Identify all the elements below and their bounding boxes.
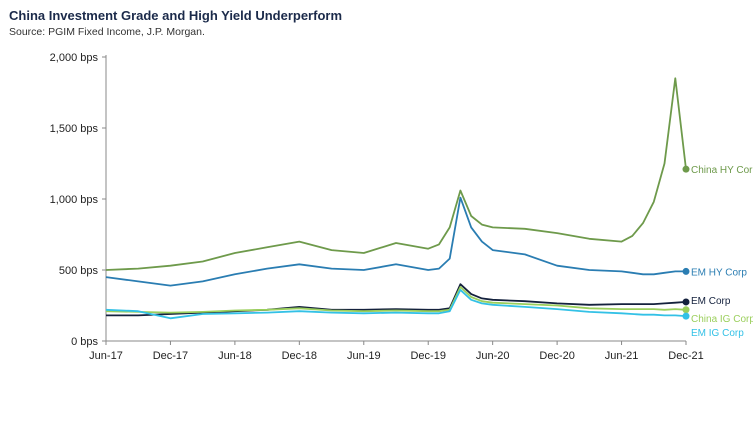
x-tick-label: Dec-17: [153, 350, 188, 362]
x-tick-label: Jun-21: [605, 350, 639, 362]
y-tick-label: 1,500 bps: [50, 123, 99, 135]
y-tick-label: 2,000 bps: [50, 52, 99, 64]
x-tick-label: Dec-19: [410, 350, 445, 362]
series-end-marker-china-hy-corp: [682, 165, 690, 173]
x-tick-label: Jun-19: [347, 350, 381, 362]
series-end-marker-china-ig-corp: [682, 306, 690, 314]
series-label-china-ig-corp: China IG Corp: [691, 314, 753, 325]
x-tick-label: Jun-17: [89, 350, 123, 362]
series-label-em-hy-corp: EM HY Corp: [691, 267, 747, 278]
y-tick-label: 500 bps: [59, 265, 99, 277]
series-end-marker-em-hy-corp: [682, 267, 690, 275]
series-line-china-hy-corp: [105, 77, 687, 271]
series-label-china-hy-corp: China HY Corp: [691, 165, 753, 176]
x-tick-label: Jun-20: [476, 350, 510, 362]
series-line-china-ig-corp: [105, 286, 687, 314]
series-line-em-hy-corp: [105, 196, 686, 287]
series-line-em-ig-corp: [105, 288, 687, 320]
x-tick-label: Jun-18: [218, 350, 252, 362]
y-tick-label: 0 bps: [71, 336, 98, 348]
series-label-em-ig-corp: EM IG Corp: [691, 328, 744, 339]
x-tick-label: Dec-20: [539, 350, 574, 362]
chart-source: Source: PGIM Fixed Income, J.P. Morgan.: [9, 26, 205, 38]
series-end-marker-em-ig-corp: [682, 312, 690, 320]
x-tick-label: Dec-18: [282, 350, 317, 362]
y-tick-label: 1,000 bps: [50, 194, 99, 206]
series-end-marker-em-corp: [682, 298, 690, 306]
x-tick-label: Dec-21: [668, 350, 703, 362]
chart-title: China Investment Grade and High Yield Un…: [9, 8, 343, 23]
series-label-em-corp: EM Corp: [691, 296, 731, 307]
